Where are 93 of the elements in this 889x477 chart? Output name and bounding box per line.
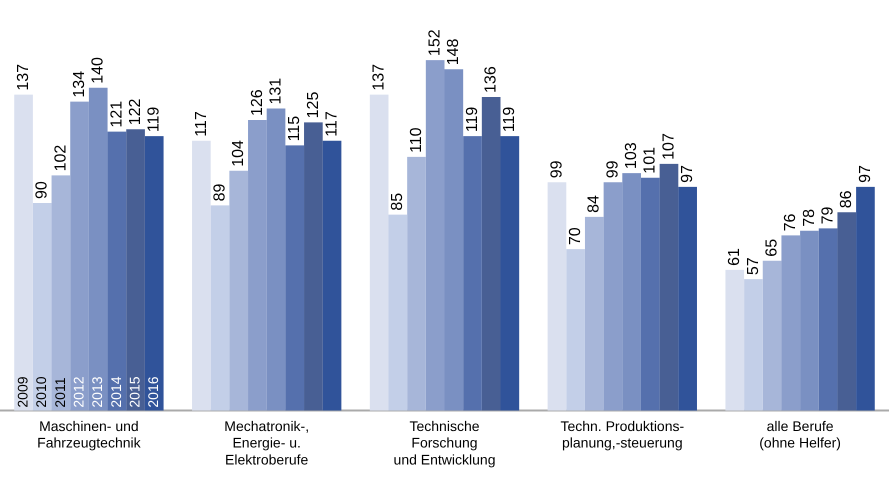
bar <box>463 136 482 411</box>
bar <box>266 108 286 411</box>
bar <box>144 136 164 411</box>
bar <box>781 235 800 411</box>
data-label: 136 <box>482 66 500 93</box>
x-tick-label: Maschinen- und Fahrzeugtechnik <box>37 418 142 451</box>
bar <box>126 129 145 411</box>
data-label: 76 <box>782 213 800 232</box>
data-label: 79 <box>820 206 837 224</box>
bar <box>304 122 323 411</box>
bar <box>622 173 641 411</box>
series-label: 2012 <box>70 376 86 408</box>
data-label: 140 <box>90 56 107 84</box>
data-label: 65 <box>764 238 781 257</box>
data-label: 119 <box>501 106 518 132</box>
data-label: 152 <box>426 29 444 56</box>
data-label: 121 <box>108 100 126 128</box>
bar <box>856 186 875 411</box>
bar <box>584 216 604 411</box>
bar <box>800 230 819 411</box>
bar <box>426 60 444 411</box>
bar <box>837 212 856 411</box>
bar <box>407 156 426 411</box>
bar <box>482 96 501 411</box>
bar <box>660 164 678 411</box>
data-label: 97 <box>856 165 874 183</box>
bar <box>248 120 267 411</box>
series-label: 2013 <box>89 376 106 408</box>
bar <box>14 94 33 411</box>
bar <box>725 270 744 411</box>
bar <box>566 249 585 411</box>
x-tick-label: Techn. Produktions- planung,-steuerung <box>560 418 684 451</box>
bar <box>322 140 342 411</box>
data-label: 84 <box>586 194 603 213</box>
data-label: 101 <box>642 146 659 174</box>
data-label: 126 <box>248 89 266 116</box>
bar <box>388 214 408 411</box>
data-label: 134 <box>70 70 88 98</box>
data-label: 119 <box>146 106 163 132</box>
data-label: 137 <box>370 64 388 91</box>
data-label: 119 <box>464 106 481 132</box>
bar <box>744 279 763 411</box>
data-label: 104 <box>230 140 248 167</box>
bar <box>370 94 388 411</box>
bar <box>604 182 622 411</box>
x-tick-label: Mechatronik-, Energie- u. Elektroberufe <box>224 418 310 468</box>
data-label: 78 <box>800 208 818 227</box>
bar <box>818 228 838 411</box>
bar <box>285 145 304 411</box>
bar <box>500 136 520 411</box>
series-label: 2009 <box>14 376 30 408</box>
data-label: 97 <box>679 165 696 183</box>
data-label: 86 <box>838 190 856 208</box>
series-label: 2011 <box>52 377 68 408</box>
x-tick-label: Technische Forschung und Entwicklung <box>394 418 496 468</box>
x-tick-label: alle Berufe (ohne Helfer) <box>759 418 841 451</box>
data-label: 125 <box>304 92 322 118</box>
data-label: 99 <box>604 160 622 178</box>
data-label: 107 <box>660 133 678 160</box>
data-label: 117 <box>192 111 210 137</box>
bar <box>52 175 70 411</box>
bar <box>678 186 697 411</box>
bar <box>548 182 566 411</box>
data-label: 122 <box>126 98 144 126</box>
bar <box>192 140 211 411</box>
bar <box>88 88 108 411</box>
series-label: 2010 <box>33 376 50 408</box>
data-label: 110 <box>408 127 425 153</box>
data-label: 57 <box>744 257 762 276</box>
data-label: 117 <box>323 111 340 137</box>
data-label: 131 <box>267 78 284 105</box>
bar <box>108 132 126 411</box>
bar <box>210 205 230 411</box>
series-label: 2015 <box>126 376 142 408</box>
data-label: 102 <box>52 144 70 172</box>
data-label: 103 <box>623 142 640 170</box>
series-label: 2014 <box>108 376 124 408</box>
bar <box>640 178 660 411</box>
bar <box>762 260 782 411</box>
data-label: 70 <box>567 227 584 246</box>
data-label: 115 <box>286 116 304 142</box>
data-label: 90 <box>34 181 51 200</box>
bar <box>70 102 89 411</box>
bar <box>229 170 248 411</box>
data-label: 85 <box>389 192 406 211</box>
data-label: 89 <box>211 183 228 202</box>
bar <box>444 69 464 411</box>
series-label: 2016 <box>145 376 162 408</box>
data-label: 61 <box>726 248 744 266</box>
data-label: 137 <box>14 64 32 91</box>
data-label: 148 <box>445 38 462 66</box>
data-label: 99 <box>548 160 566 178</box>
bar <box>32 203 52 411</box>
